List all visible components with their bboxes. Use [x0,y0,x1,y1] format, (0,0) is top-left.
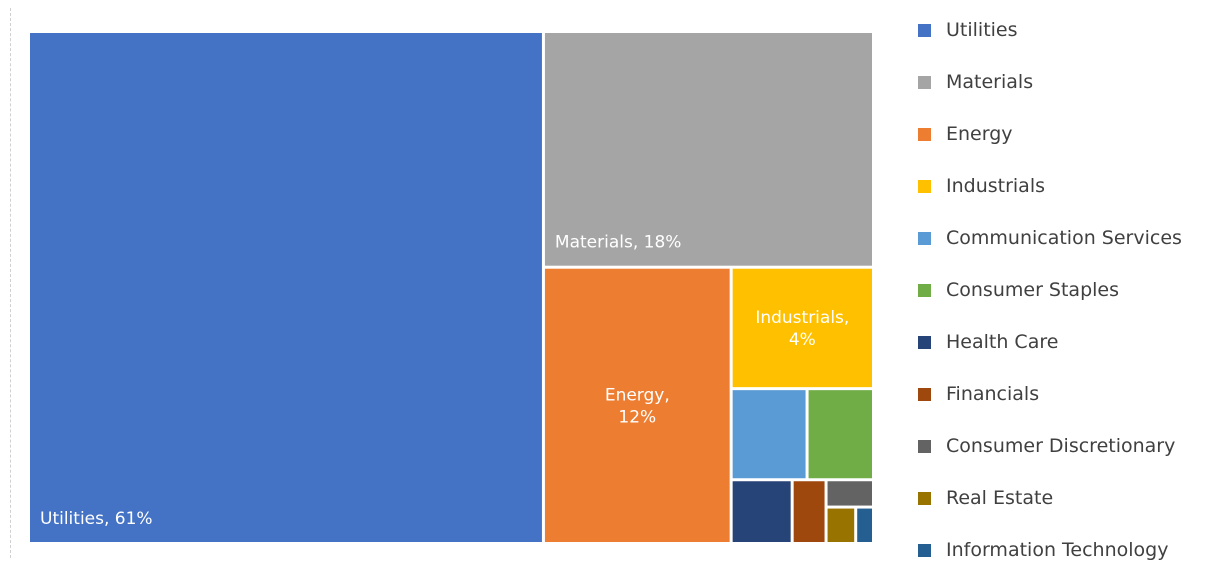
legend-swatch-communication-services [918,232,931,245]
legend-item-industrials: Industrials [918,168,1208,220]
legend-label-energy: Energy [946,123,1013,145]
legend-label-information-technology: Information Technology [946,539,1169,561]
treemap-tile-industrials [732,268,872,388]
treemap-tile-information-technology [857,508,872,542]
legend-swatch-consumer-staples [918,284,931,297]
legend-label-consumer-discretionary: Consumer Discretionary [946,435,1176,457]
legend-item-health-care: Health Care [918,324,1208,376]
data-label-materials: Materials, 18% [555,233,682,253]
legend-item-materials: Materials [918,64,1208,116]
legend-label-consumer-staples: Consumer Staples [946,279,1120,301]
legend-swatch-financials [918,388,931,401]
treemap-tile-consumer-discretionary [827,481,872,506]
legend-item-information-technology: Information Technology [918,532,1208,561]
treemap-tile-communication-services [732,390,806,479]
legend-item-energy: Energy [918,116,1208,168]
treemap-tile-energy [544,268,730,542]
treemap-tile-real-estate [827,508,855,542]
legend-label-industrials: Industrials [946,175,1046,197]
legend-swatch-health-care [918,336,931,349]
legend-swatch-energy [918,128,931,141]
legend-item-consumer-staples: Consumer Staples [918,272,1208,324]
legend-label-real-estate: Real Estate [946,487,1054,509]
legend-item-utilities: Utilities [918,12,1208,64]
legend-swatch-industrials [918,180,931,193]
chart-legend: Utilities Materials Energy Industrials Commu… [918,12,1208,561]
legend-swatch-real-estate [918,492,931,505]
treemap-tile-health-care [732,481,791,542]
data-label-energy: Energy, 12% [605,385,670,427]
legend-item-real-estate: Real Estate [918,480,1208,532]
legend-label-materials: Materials [946,71,1034,93]
legend-swatch-utilities [918,24,931,37]
treemap-tile-materials [544,33,872,266]
treemap-tile-consumer-staples [808,390,872,479]
legend-item-communication-services: Communication Services [918,220,1208,272]
legend-item-consumer-discretionary: Consumer Discretionary [918,428,1208,480]
legend-swatch-materials [918,76,931,89]
legend-label-communication-services: Communication Services [946,227,1182,249]
treemap-tile-financials [793,481,825,542]
legend-item-financials: Financials [918,376,1208,428]
legend-swatch-information-technology [918,544,931,557]
treemap-tile-utilities [30,33,542,542]
data-label-industrials: Industrials, 4% [755,308,849,350]
chart-left-border [10,8,11,558]
legend-label-health-care: Health Care [946,331,1059,353]
legend-swatch-consumer-discretionary [918,440,931,453]
legend-label-financials: Financials [946,383,1040,405]
legend-label-utilities: Utilities [946,19,1018,41]
data-label-utilities: Utilities, 61% [40,509,153,529]
